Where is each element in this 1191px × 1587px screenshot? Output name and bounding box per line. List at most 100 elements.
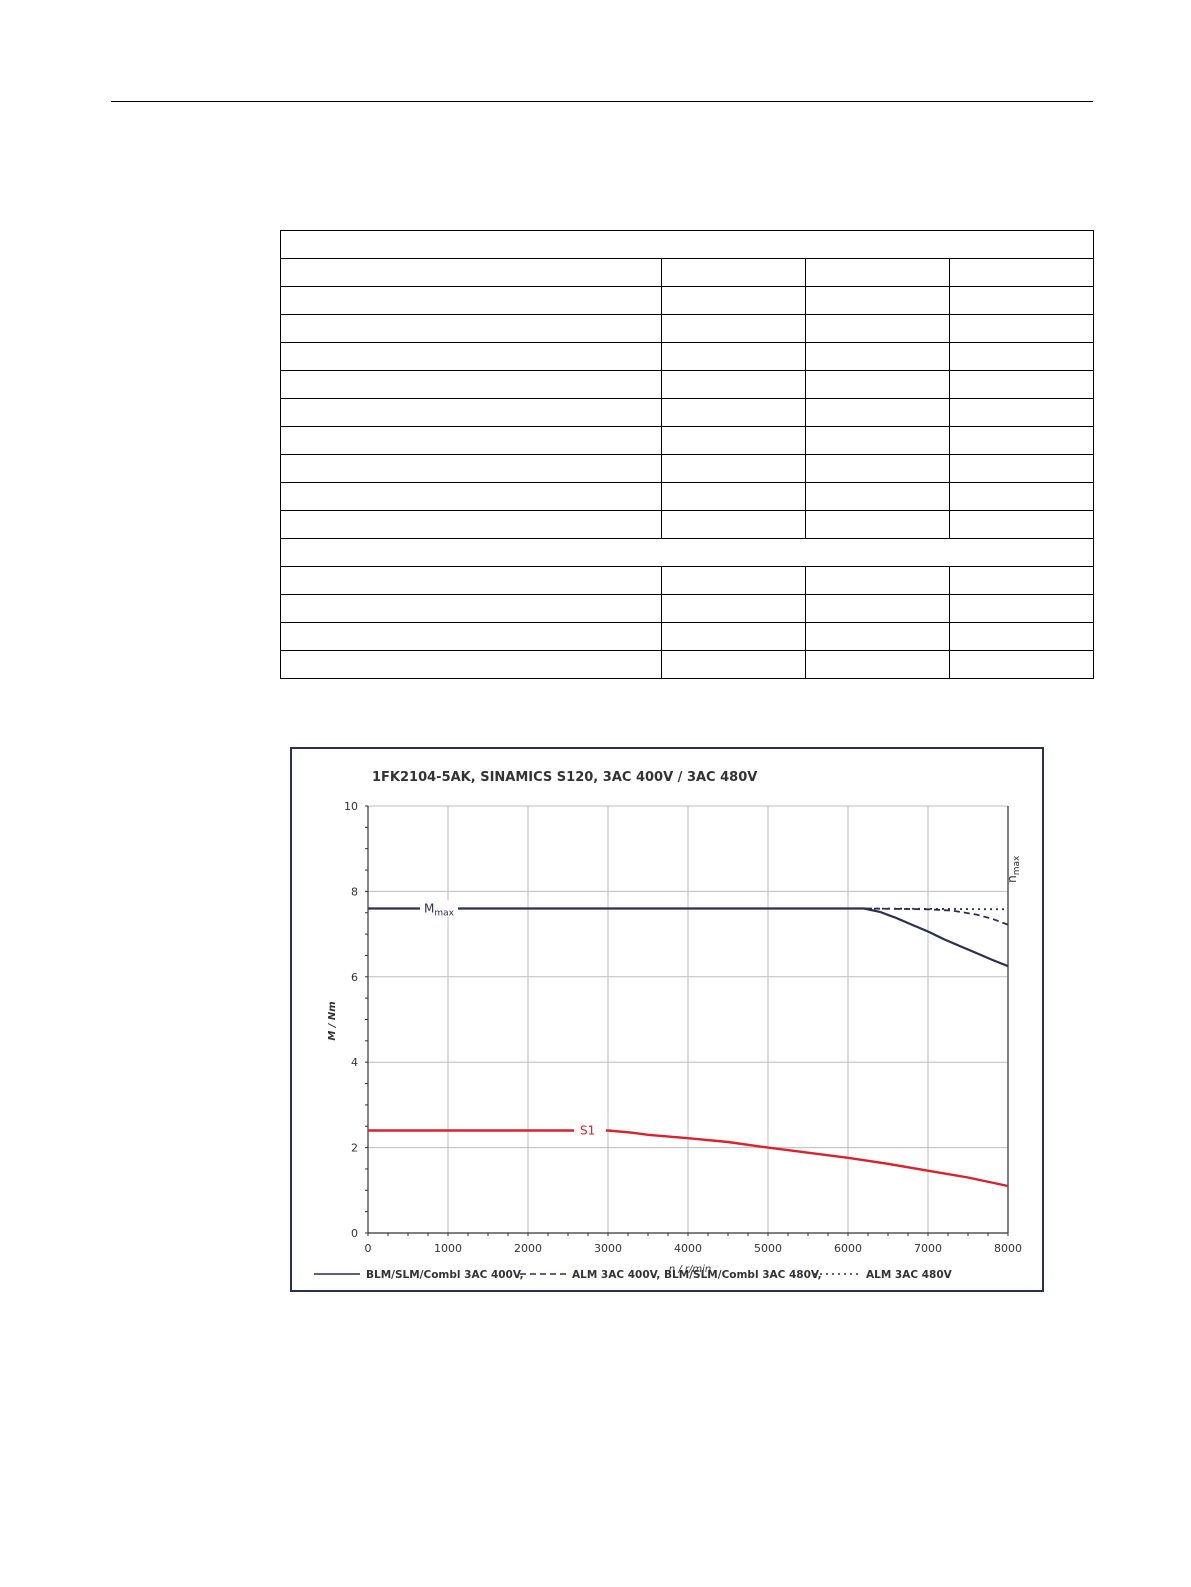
mmax-label-main: M — [424, 901, 434, 915]
table-cell — [949, 426, 1094, 455]
table-row — [280, 650, 1094, 679]
table-cell — [805, 566, 950, 595]
table-row — [280, 538, 1094, 567]
table-cell — [805, 482, 950, 511]
table-cell — [280, 426, 662, 455]
y-tick-label: 10 — [344, 800, 358, 813]
table-cell — [280, 370, 662, 399]
table-cell — [949, 370, 1094, 399]
y-tick-label: 0 — [351, 1227, 358, 1240]
table-cell — [949, 622, 1094, 651]
table-cell — [661, 650, 806, 679]
table-cell — [661, 342, 806, 371]
table-row — [280, 510, 1094, 539]
legend-label-1: BLM/SLM/Combl 3AC 400V, — [366, 1269, 524, 1281]
table-cell — [280, 622, 662, 651]
table-cell — [805, 650, 950, 679]
table-cell — [949, 510, 1094, 539]
table-cell — [949, 286, 1094, 315]
table-cell — [661, 454, 806, 483]
y-tick-label: 4 — [351, 1056, 358, 1069]
s1-label: S1 — [580, 1124, 595, 1138]
table-cell — [661, 510, 806, 539]
legend: BLM/SLM/Combl 3AC 400V, ALM 3AC 400V, BLM… — [314, 1269, 953, 1281]
table-cell — [949, 258, 1094, 287]
x-tick-label: 6000 — [834, 1242, 862, 1255]
y-tick-label: 2 — [351, 1142, 358, 1155]
table-row — [280, 566, 1094, 595]
table-cell — [949, 314, 1094, 343]
annotations: Mmax S1 nmax — [420, 855, 1022, 1139]
table-cell — [949, 650, 1094, 679]
chart-title: 1FK2104-5AK, SINAMICS S120, 3AC 400V / 3… — [372, 770, 757, 785]
mmax-label: Mmax — [424, 901, 455, 918]
x-tick-label: 0 — [365, 1242, 372, 1255]
table-section-cell — [280, 538, 1094, 567]
table-cell — [280, 342, 662, 371]
x-tick-label: 4000 — [674, 1242, 702, 1255]
chart-frame: 1FK2104-5AK, SINAMICS S120, 3AC 400V / 3… — [290, 747, 1044, 1292]
table-cell — [661, 426, 806, 455]
mmax-label-sub: max — [434, 908, 454, 918]
table-row — [280, 370, 1094, 399]
page-top-rule — [111, 101, 1093, 102]
axes: 0 1000 2000 3000 4000 5000 6000 7000 8000 0 2 4 6 8 10 — [344, 800, 1022, 1255]
table-cell — [949, 482, 1094, 511]
table-cell — [661, 594, 806, 623]
table-cell — [661, 398, 806, 427]
table-row — [280, 230, 1094, 259]
table-cell — [949, 398, 1094, 427]
table-row — [280, 482, 1094, 511]
y-tick-label: 6 — [351, 971, 358, 984]
table-cell — [805, 286, 950, 315]
table-cell — [805, 454, 950, 483]
legend-label-2: ALM 3AC 400V, BLM/SLM/Combl 3AC 480V, — [572, 1269, 822, 1281]
x-tick-label: 1000 — [434, 1242, 462, 1255]
table-row — [280, 398, 1094, 427]
series-line-4 — [368, 1129, 1009, 1188]
table-header-cell — [280, 230, 1094, 259]
table-cell — [280, 510, 662, 539]
x-axis-label: n / r/min — [669, 1264, 711, 1275]
series-layer — [368, 907, 1009, 1188]
table-cell — [661, 370, 806, 399]
table-cell — [805, 594, 950, 623]
x-tick-label: 2000 — [514, 1242, 542, 1255]
x-tick-label: 5000 — [754, 1242, 782, 1255]
y-tick-label: 8 — [351, 885, 358, 898]
x-tick-label: 3000 — [594, 1242, 622, 1255]
table-cell — [805, 622, 950, 651]
table-cell — [280, 258, 662, 287]
torque-speed-chart: 1FK2104-5AK, SINAMICS S120, 3AC 400V / 3… — [314, 770, 1022, 1281]
table-row — [280, 594, 1094, 623]
table-cell — [280, 482, 662, 511]
s1-label-bg — [574, 1122, 606, 1139]
table-cell — [805, 398, 950, 427]
table-cell — [280, 398, 662, 427]
table-row — [280, 258, 1094, 287]
table-cell — [661, 482, 806, 511]
table-row — [280, 314, 1094, 343]
table-cell — [280, 594, 662, 623]
table-cell — [280, 454, 662, 483]
table-cell — [805, 370, 950, 399]
series-line-2 — [863, 907, 1009, 926]
nmax-label-sub: max — [1012, 855, 1022, 875]
table-row — [280, 426, 1094, 455]
table-cell — [949, 566, 1094, 595]
table-cell — [661, 622, 806, 651]
series-line-1 — [368, 907, 1009, 968]
x-tick-label: 8000 — [994, 1242, 1022, 1255]
table-cell — [661, 286, 806, 315]
table-row — [280, 286, 1094, 315]
mmax-label-bg — [420, 900, 458, 917]
table-cell — [280, 566, 662, 595]
table-cell — [661, 314, 806, 343]
table-cell — [805, 314, 950, 343]
table-cell — [949, 342, 1094, 371]
table-cell — [949, 454, 1094, 483]
table-cell — [805, 510, 950, 539]
y-axis-label: M / Nm — [327, 1001, 338, 1040]
x-tick-label: 7000 — [914, 1242, 942, 1255]
table-cell — [280, 650, 662, 679]
